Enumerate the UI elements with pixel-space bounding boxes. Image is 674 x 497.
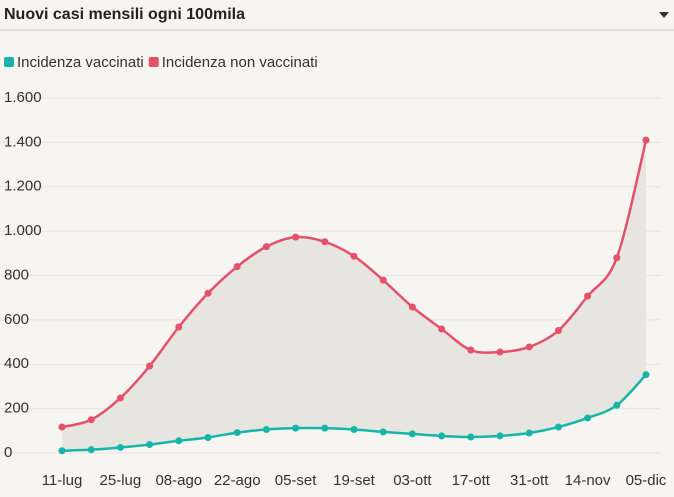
data-point [584, 414, 592, 422]
data-point [116, 394, 124, 402]
data-point [292, 424, 300, 432]
y-tick-label: 200 [4, 400, 29, 417]
data-point [496, 348, 504, 356]
data-point [204, 433, 212, 441]
y-tick-label: 1.000 [4, 222, 42, 239]
data-point [613, 254, 621, 262]
data-point [613, 401, 621, 409]
legend-swatch [148, 57, 159, 67]
y-tick-label: 600 [4, 311, 29, 328]
y-tick-label: 1.200 [4, 178, 42, 195]
data-point [525, 429, 533, 437]
data-point [379, 276, 387, 284]
data-point [438, 325, 446, 333]
data-point [292, 233, 300, 241]
gap-area [62, 140, 646, 451]
x-tick-label: 11-lug [42, 472, 83, 489]
data-point [58, 447, 66, 455]
data-point [321, 238, 329, 246]
data-point [642, 136, 650, 144]
dropdown-toggle[interactable] [659, 12, 669, 18]
data-point [467, 433, 475, 441]
data-point [262, 425, 270, 433]
y-tick-label: 1.400 [4, 133, 42, 150]
x-tick-label: 05-dic [626, 472, 667, 489]
data-point [175, 323, 183, 331]
x-tick-label: 22-ago [214, 472, 261, 489]
data-point [262, 243, 270, 251]
data-point [146, 362, 154, 370]
data-point [554, 423, 562, 431]
y-tick-label: 0 [4, 444, 12, 461]
data-point [87, 446, 95, 454]
legend-label: Incidenza vaccinati [17, 54, 144, 71]
data-point [438, 432, 446, 440]
x-tick-label: 25-lug [100, 472, 142, 489]
x-tick-label: 17-ott [452, 472, 491, 489]
data-point [87, 416, 95, 424]
data-point [233, 429, 241, 437]
data-point [554, 327, 562, 335]
data-point [496, 432, 504, 440]
x-tick-label: 14-nov [565, 472, 611, 489]
x-tick-label: 03-ott [393, 472, 432, 489]
data-point [233, 263, 241, 271]
data-point [642, 371, 650, 379]
y-tick-label: 800 [4, 266, 29, 283]
data-point [350, 425, 358, 433]
x-tick-label: 05-set [275, 472, 318, 489]
data-point [379, 428, 387, 436]
data-point [408, 430, 416, 438]
x-tick-label: 19-set [333, 472, 376, 489]
data-point [467, 346, 475, 354]
data-point [350, 252, 358, 260]
data-point [321, 424, 329, 432]
data-point [525, 343, 533, 351]
legend-swatch [4, 57, 14, 67]
x-tick-label: 08-ago [155, 472, 202, 489]
data-point [175, 437, 183, 445]
data-point [146, 441, 154, 449]
data-point [408, 303, 416, 311]
y-tick-label: 400 [4, 355, 29, 372]
data-point [116, 443, 124, 451]
data-point [584, 292, 592, 300]
data-point [58, 423, 66, 431]
x-tick-label: 31-ott [510, 472, 549, 489]
y-tick-label: 1.600 [4, 89, 42, 106]
legend-label: Incidenza non vaccinati [162, 54, 318, 71]
chart-title: Nuovi casi mensili ogni 100mila [4, 6, 245, 23]
data-point [204, 289, 212, 297]
